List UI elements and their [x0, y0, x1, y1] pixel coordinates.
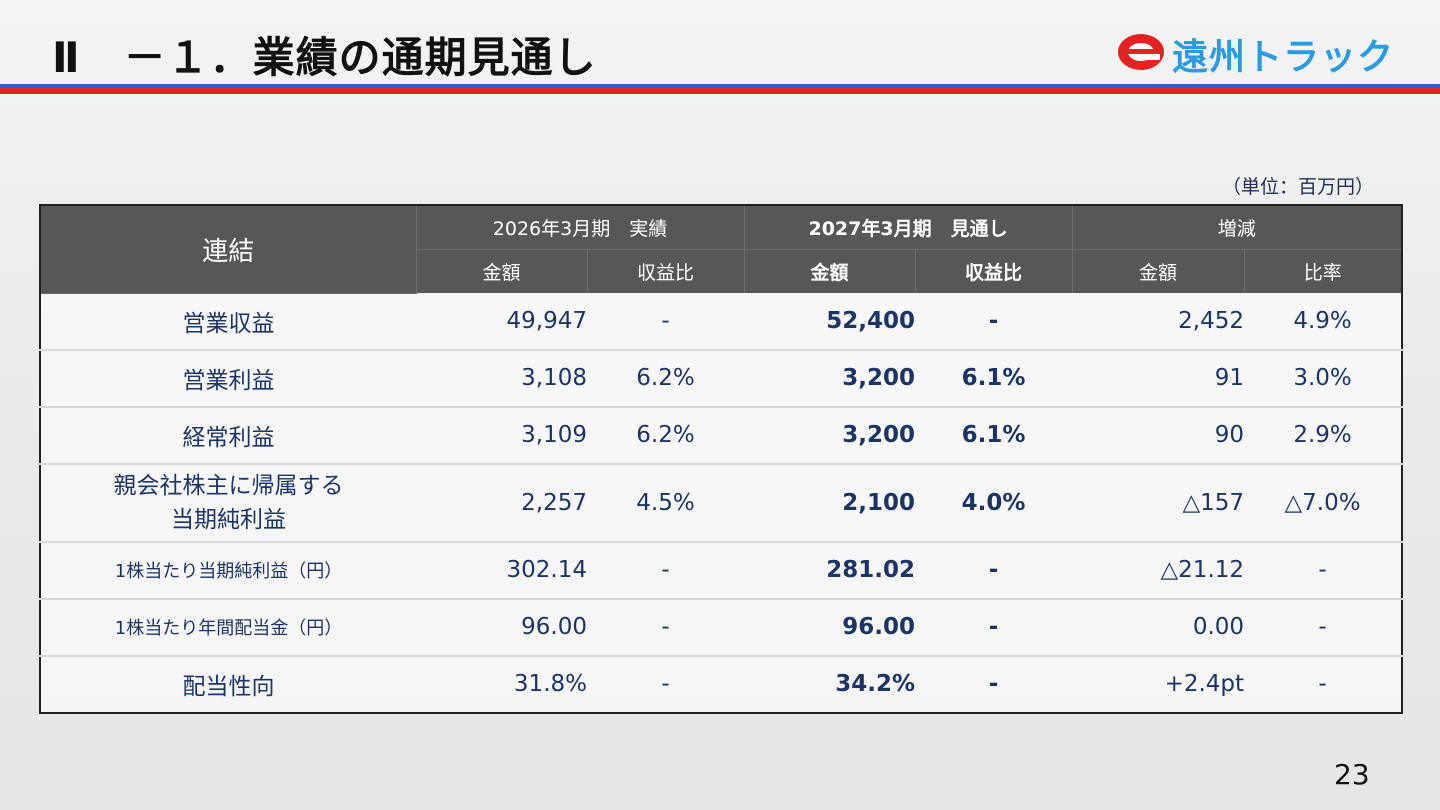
subheader-change-rate: 比率: [1243, 249, 1403, 293]
table-row: 親会社株主に帰属する 当期純利益 2,257 4.5% 2,100 4.0% △…: [40, 463, 1403, 543]
subheader-change-amount: 金額: [1071, 249, 1245, 293]
cell-actual-ratio: -: [587, 598, 745, 657]
cell-change-rate: -: [1244, 598, 1403, 657]
group-header-forecast: 2027年3月期 見通し: [743, 205, 1073, 250]
cell-change-rate: 4.9%: [1244, 293, 1403, 351]
page-title: Ⅱ －１．業績の通期見通し: [52, 33, 597, 82]
cell-forecast-ratio: 4.0%: [915, 463, 1073, 543]
cell-change-amount: △157: [1072, 463, 1245, 543]
cell-actual-amount: 302.14: [416, 541, 587, 600]
subheader-forecast-amount: 金額: [743, 249, 916, 293]
cell-actual-amount: 2,257: [416, 463, 587, 543]
row-label-line1: 親会社株主に帰属する: [113, 472, 344, 499]
row-label: 1株当たり年間配当金（円）: [40, 598, 416, 657]
group-header-change: 増減: [1071, 205, 1403, 250]
company-logo: 遠州トラック: [1116, 28, 1406, 78]
cell-actual-ratio: 6.2%: [587, 406, 745, 465]
cell-change-amount: +2.4pt: [1072, 655, 1245, 713]
cell-forecast-ratio: 6.1%: [915, 349, 1073, 408]
logo-mark-icon: [1118, 34, 1164, 70]
cell-actual-ratio: 4.5%: [587, 463, 745, 543]
cell-actual-ratio: -: [587, 541, 745, 600]
cell-change-rate: -: [1244, 541, 1403, 600]
cell-change-amount: 0.00: [1072, 598, 1245, 657]
header-rule-red: [0, 88, 1440, 94]
cell-actual-amount: 31.8%: [416, 655, 587, 713]
cell-forecast-ratio: -: [915, 541, 1073, 600]
cell-change-rate: -: [1244, 655, 1403, 713]
cell-forecast-ratio: -: [915, 293, 1073, 351]
table-row: 経常利益 3,109 6.2% 3,200 6.1% 90 2.9%: [40, 406, 1403, 465]
cell-actual-amount: 3,108: [416, 349, 587, 408]
cell-change-amount: 2,452: [1072, 293, 1245, 351]
cell-forecast-amount: 96.00: [744, 598, 916, 657]
row-label-line2: 当期純利益: [171, 506, 286, 533]
subheader-forecast-ratio: 収益比: [914, 249, 1073, 293]
forecast-table: 連結 2026年3月期 実績 2027年3月期 見通し 増減 金額 収益比 金額…: [39, 204, 1404, 714]
cell-forecast-amount: 34.2%: [744, 655, 916, 713]
row-label: 経常利益: [40, 406, 416, 465]
table-row: 1株当たり年間配当金（円） 96.00 - 96.00 - 0.00 -: [40, 598, 1403, 657]
cell-forecast-amount: 3,200: [744, 406, 916, 465]
cell-change-amount: 90: [1072, 406, 1245, 465]
table-row: 1株当たり当期純利益（円） 302.14 - 281.02 - △21.12 -: [40, 541, 1403, 600]
row-label: 営業利益: [40, 349, 416, 408]
cell-change-rate: 3.0%: [1244, 349, 1403, 408]
group-header-actual: 2026年3月期 実績: [415, 205, 745, 250]
cell-forecast-ratio: -: [915, 598, 1073, 657]
table-row: 配当性向 31.8% - 34.2% - +2.4pt -: [40, 655, 1403, 713]
cell-change-amount: 91: [1072, 349, 1245, 408]
cell-change-rate: △7.0%: [1244, 463, 1403, 543]
cell-change-amount: △21.12: [1072, 541, 1245, 600]
row-label: 営業収益: [40, 293, 416, 351]
subheader-actual-ratio: 収益比: [586, 249, 745, 293]
row-label: 配当性向: [40, 655, 416, 713]
table-row: 営業利益 3,108 6.2% 3,200 6.1% 91 3.0%: [40, 349, 1403, 408]
cell-actual-ratio: 6.2%: [587, 349, 745, 408]
cell-forecast-amount: 52,400: [744, 293, 916, 351]
header-rule-blue: [0, 84, 1440, 88]
subheader-actual-amount: 金額: [415, 249, 587, 293]
row-label: 親会社株主に帰属する 当期純利益: [40, 463, 416, 543]
cell-forecast-amount: 281.02: [744, 541, 916, 600]
cell-actual-amount: 96.00: [416, 598, 587, 657]
logo-text: 遠州トラック: [1172, 37, 1395, 78]
cell-actual-amount: 49,947: [416, 293, 587, 351]
cell-actual-ratio: -: [587, 655, 745, 713]
cell-forecast-ratio: 6.1%: [915, 406, 1073, 465]
row-label: 1株当たり当期純利益（円）: [40, 541, 416, 600]
unit-note: （単位：百万円）: [1221, 176, 1374, 198]
corner-header: 連結: [40, 205, 416, 294]
cell-forecast-amount: 3,200: [744, 349, 916, 408]
cell-change-rate: 2.9%: [1244, 406, 1403, 465]
cell-forecast-amount: 2,100: [744, 463, 916, 543]
page-number: 23: [1334, 758, 1370, 791]
cell-forecast-ratio: -: [915, 655, 1073, 713]
table-row: 営業収益 49,947 - 52,400 - 2,452 4.9%: [40, 293, 1403, 351]
cell-actual-amount: 3,109: [416, 406, 587, 465]
cell-actual-ratio: -: [587, 293, 745, 351]
